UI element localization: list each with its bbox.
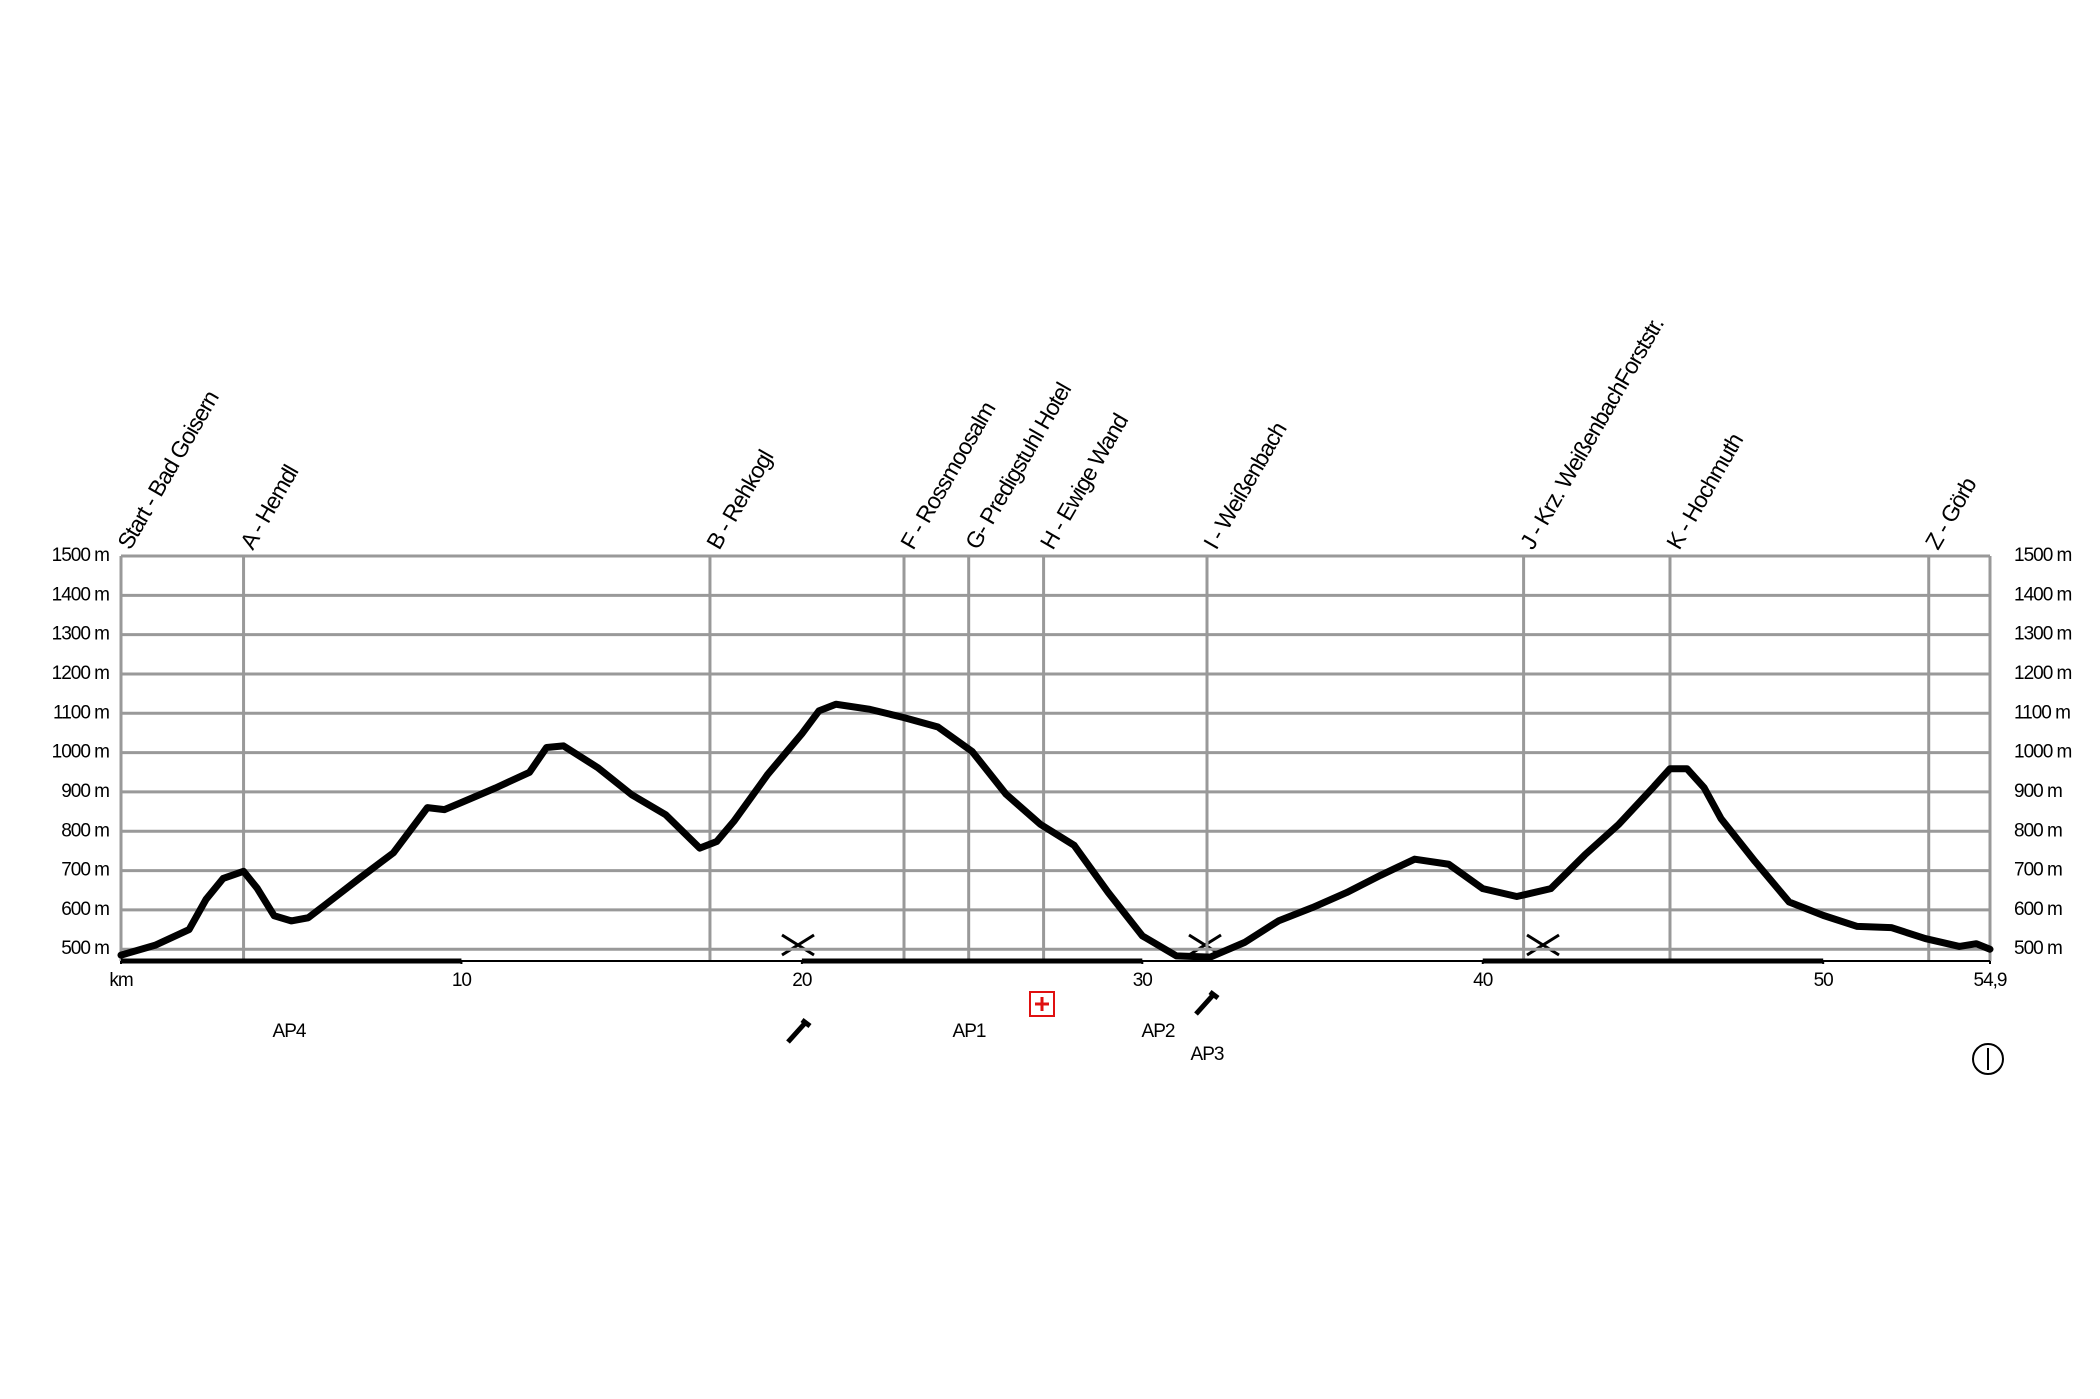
clock-icon	[1972, 1043, 2004, 1075]
waypoint-label: Z - Görb	[1920, 473, 1981, 553]
x-tick-label: km	[109, 970, 133, 991]
waypoint-label: A - Hemdl	[235, 461, 304, 554]
waypoint-label: I - Weißenbach	[1198, 418, 1291, 554]
y-tick-label-right: 1300 m	[2014, 624, 2072, 645]
icons	[781, 933, 2004, 1075]
x-tick-label: 20	[792, 970, 812, 991]
waypoint-label: B - Rehkogl	[701, 446, 778, 554]
annotation: AP3	[1191, 1044, 1224, 1065]
y-tick-label-right: 600 m	[2014, 899, 2062, 920]
y-tick-label-right: 1200 m	[2014, 663, 2072, 684]
elevation-line	[117, 700, 1994, 961]
y-tick-label-right: 1100 m	[2014, 702, 2070, 723]
y-tick-label: 600 m	[61, 899, 109, 920]
y-tick-label: 700 m	[61, 860, 109, 881]
x-tick-label: 40	[1473, 970, 1493, 991]
y-tick-label-right: 500 m	[2014, 938, 2062, 959]
x-tick-label: 30	[1133, 970, 1153, 991]
x-tick-label: 10	[452, 970, 472, 991]
y-tick-label-right: 700 m	[2014, 860, 2062, 881]
x-tick-label: 54,9	[1974, 970, 2007, 991]
y-tick-label-right: 800 m	[2014, 820, 2062, 841]
y-tick-label: 1400 m	[52, 584, 110, 605]
y-tick-label: 1300 m	[52, 624, 110, 645]
waypoint-label: Start - Bad Goisern	[112, 386, 224, 553]
y-tick-label-right: 900 m	[2014, 781, 2062, 802]
first-aid-icon	[1029, 991, 1055, 1017]
waypoint-label: K - Hochmuth	[1661, 429, 1748, 554]
y-tick-label: 800 m	[61, 820, 109, 841]
annotation: AP2	[1142, 1021, 1175, 1042]
y-tick-label: 1500 m	[52, 545, 110, 566]
y-tick-label: 1100 m	[53, 702, 109, 723]
repair-icon	[1194, 990, 1220, 1016]
food-icon	[781, 933, 815, 957]
annotation: AP1	[953, 1021, 986, 1042]
y-tick-label: 900 m	[61, 781, 109, 802]
y-tick-label: 1200 m	[52, 663, 110, 684]
y-tick-label-right: 1000 m	[2014, 742, 2072, 763]
x-tick-label: 50	[1814, 970, 1834, 991]
annotation: AP4	[273, 1021, 307, 1042]
first-aid-icon	[1035, 997, 1049, 1011]
food-icon	[1526, 933, 1560, 957]
y-tick-label-right: 1500 m	[2014, 545, 2072, 566]
waypoint-label: J - Krz. WeißenbachForststr.	[1515, 313, 1669, 554]
y-tick-label-right: 1400 m	[2014, 584, 2072, 605]
repair-icon	[786, 1018, 812, 1044]
y-tick-label: 1000 m	[52, 742, 110, 763]
y-tick-label: 500 m	[61, 938, 109, 959]
